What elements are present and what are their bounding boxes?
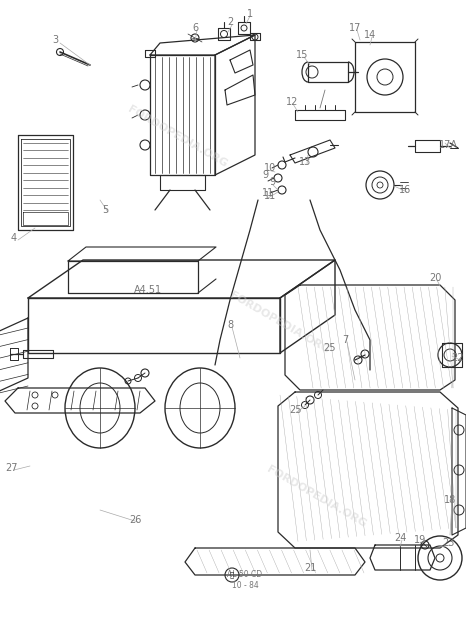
Text: 25: 25 — [324, 343, 336, 353]
Text: FORDOPEDIA.ORG: FORDOPEDIA.ORG — [126, 104, 228, 170]
Text: 9: 9 — [262, 170, 268, 180]
Text: 9: 9 — [269, 177, 275, 187]
Text: 13: 13 — [299, 157, 311, 167]
Text: 6: 6 — [192, 23, 198, 33]
Text: FORDOPEDIA.ORG: FORDOPEDIA.ORG — [228, 290, 331, 356]
Text: 16: 16 — [399, 185, 411, 195]
Text: 2: 2 — [227, 17, 233, 27]
Text: 22: 22 — [452, 353, 464, 363]
Text: 24: 24 — [394, 533, 406, 543]
Text: 11: 11 — [262, 188, 274, 198]
Text: 19: 19 — [414, 535, 426, 545]
Text: 25: 25 — [289, 405, 301, 415]
Text: 12: 12 — [286, 97, 298, 107]
Text: 18: 18 — [444, 495, 456, 505]
Text: 10: 10 — [264, 163, 276, 173]
Text: A4.51: A4.51 — [134, 285, 162, 295]
Text: AL 50 CD
10 - 84: AL 50 CD 10 - 84 — [227, 570, 262, 590]
Text: 5: 5 — [102, 205, 108, 215]
Text: 14: 14 — [364, 30, 376, 40]
Text: 17: 17 — [349, 23, 361, 33]
Text: 23: 23 — [442, 538, 454, 548]
Text: Ⓡ: Ⓡ — [230, 572, 234, 578]
Text: 7: 7 — [342, 335, 348, 345]
Text: 17A: 17A — [439, 140, 458, 150]
Text: 27: 27 — [6, 463, 18, 473]
Text: 21: 21 — [304, 563, 316, 573]
Text: 8: 8 — [227, 320, 233, 330]
Text: 11: 11 — [264, 191, 276, 201]
Text: 15: 15 — [296, 50, 308, 60]
Text: 20: 20 — [429, 273, 441, 283]
Text: 26: 26 — [129, 515, 141, 525]
Text: FORDOPEDIA.ORG: FORDOPEDIA.ORG — [266, 464, 368, 530]
Text: 4: 4 — [11, 233, 17, 243]
Text: 3: 3 — [52, 35, 58, 45]
Text: 1: 1 — [247, 9, 253, 19]
